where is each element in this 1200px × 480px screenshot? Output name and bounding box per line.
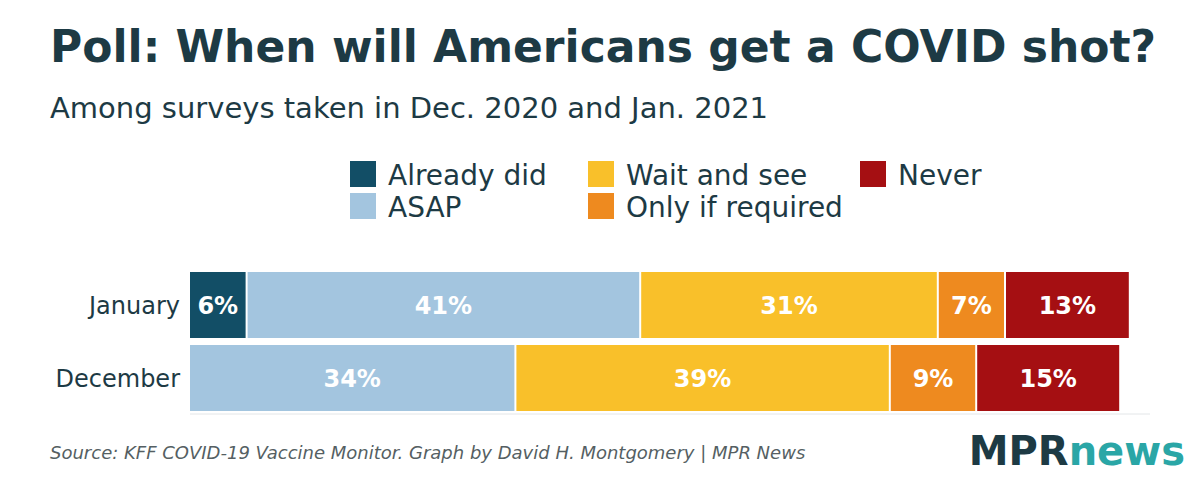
subtitle: Among surveys taken in Dec. 2020 and Jan… <box>50 91 768 125</box>
bar-segment <box>190 272 246 338</box>
bars <box>190 272 1129 411</box>
legend-swatch <box>350 161 376 187</box>
legend-label: Never <box>898 159 982 192</box>
bar-segment <box>641 272 937 338</box>
data-label: 13% <box>1039 292 1096 320</box>
data-labels: 6% 41% 34% 31% 39% 7% 9% 13% 15% <box>197 292 1096 393</box>
data-label: 15% <box>1019 365 1076 393</box>
legend-swatch <box>588 193 614 219</box>
legend-entry: Already did <box>350 159 547 192</box>
data-label: 41% <box>415 292 472 320</box>
logo-part: news <box>1069 428 1185 474</box>
category-label: December <box>56 365 181 393</box>
legend-swatch <box>588 161 614 187</box>
data-label: 7% <box>951 292 992 320</box>
category-label: January <box>87 292 180 320</box>
data-label: 31% <box>760 292 817 320</box>
logo: MPRnews <box>969 428 1185 474</box>
legend-swatch <box>350 193 376 219</box>
data-label: 6% <box>197 292 238 320</box>
legend-label: ASAP <box>388 191 462 224</box>
legend-label: Already did <box>388 159 547 192</box>
legend-entry: Never <box>860 159 982 192</box>
legend-swatch <box>860 161 886 187</box>
bar-segment <box>516 345 888 411</box>
bar-segment <box>1006 272 1129 338</box>
bar-segment <box>190 345 514 411</box>
legend-entry: ASAP <box>350 191 462 224</box>
legend-label: Only if required <box>626 191 843 224</box>
data-label: 34% <box>323 365 380 393</box>
legend-entry: Wait and see <box>588 159 807 192</box>
data-label: 9% <box>913 365 954 393</box>
data-label: 39% <box>674 365 731 393</box>
bar-segment <box>891 345 975 411</box>
title: Poll: When will Americans get a COVID sh… <box>50 21 1156 72</box>
legend-label: Wait and see <box>626 159 807 192</box>
chart: Poll: When will Americans get a COVID sh… <box>0 0 1200 480</box>
logo-part: MPR <box>969 428 1069 474</box>
bar-segment <box>248 272 640 338</box>
source: Source: KFF COVID-19 Vaccine Monitor. Gr… <box>50 442 805 463</box>
bar-segment <box>939 272 1004 338</box>
x-axis-line <box>190 414 1150 415</box>
legend-entry: Only if required <box>588 191 843 224</box>
bar-segment <box>977 345 1119 411</box>
